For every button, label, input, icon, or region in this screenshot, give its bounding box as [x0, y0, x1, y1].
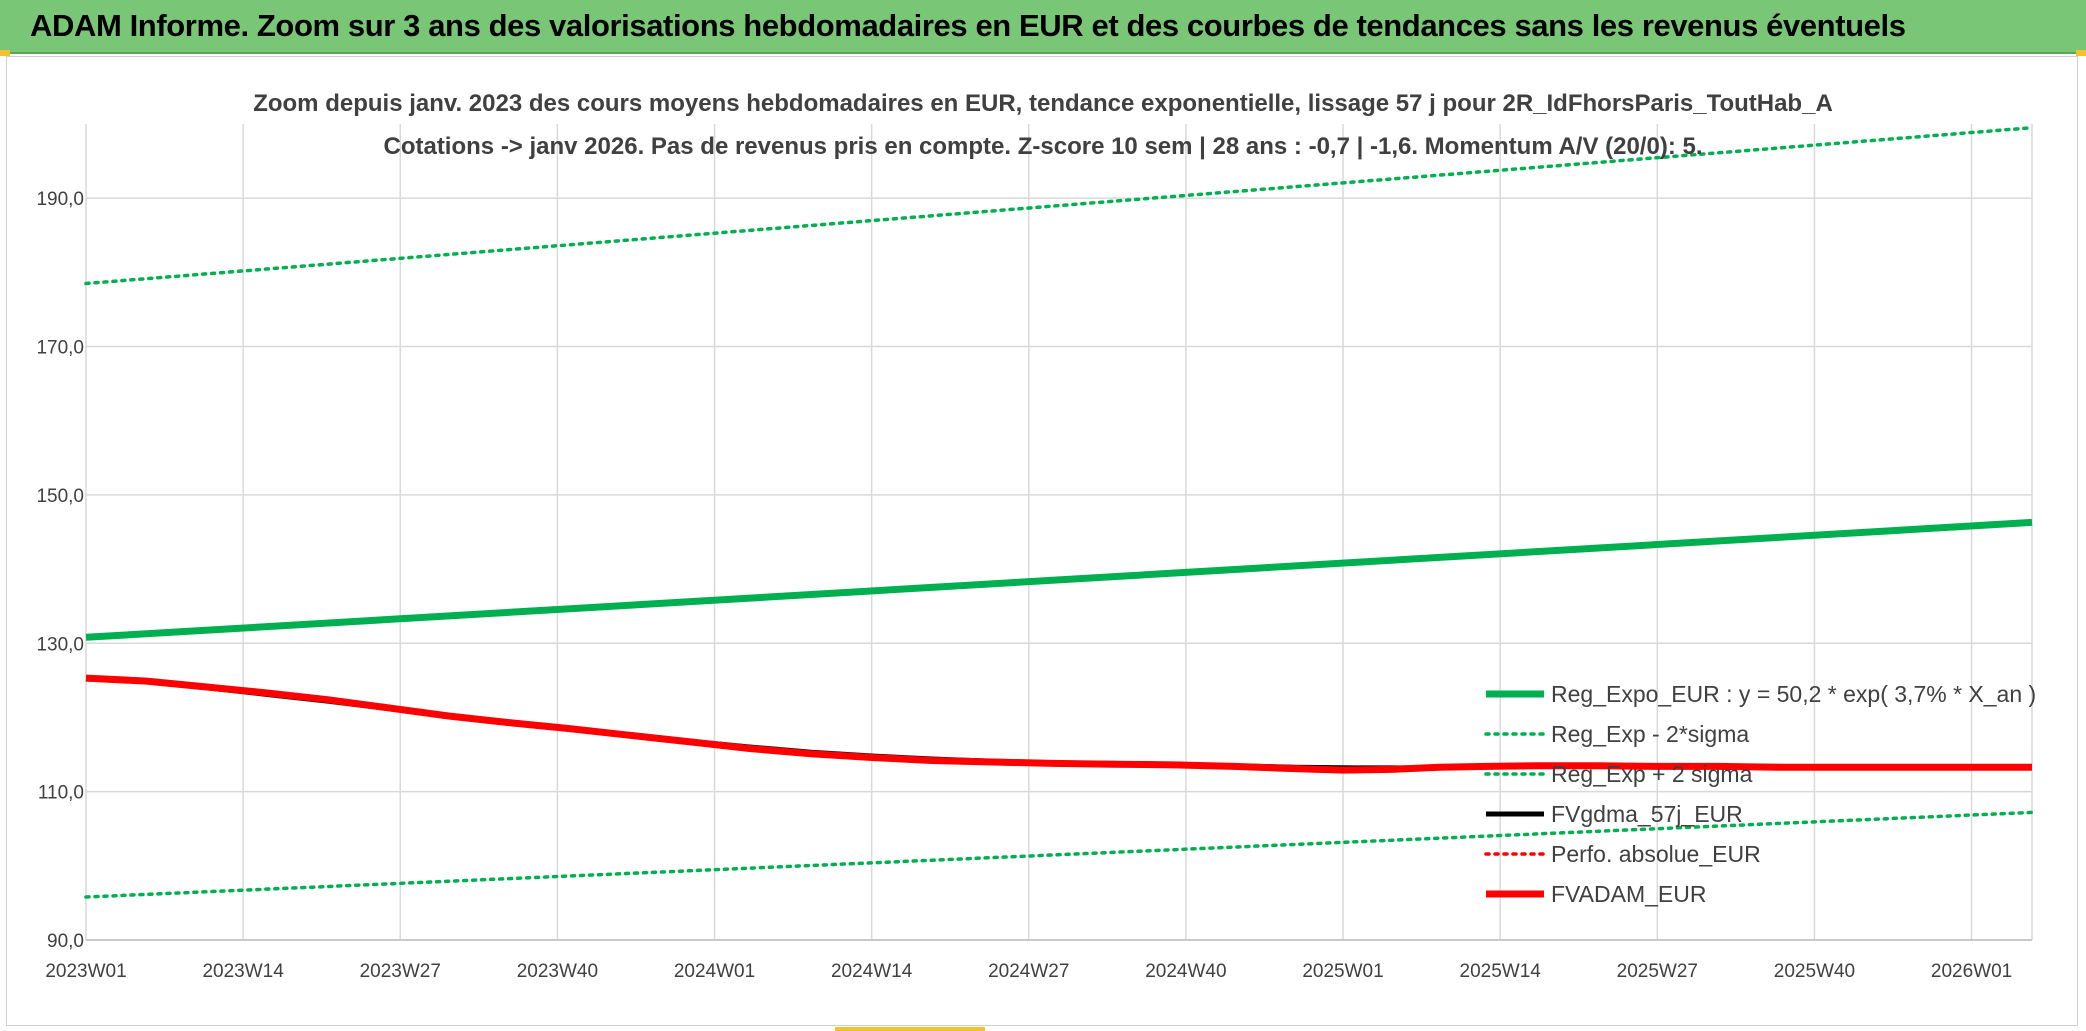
y-tick-label: 90,0	[47, 931, 84, 952]
y-tick-label: 150,0	[36, 486, 84, 507]
x-tick-label: 2025W27	[1617, 961, 1698, 982]
series-line-0	[85, 518, 2033, 641]
axis-layer: 2023W01 2023W14 2023W27 2023W40 2024W01 2024W…	[36, 189, 2032, 982]
series-line-5	[85, 674, 2032, 774]
x-tick-label: 2023W14	[202, 961, 284, 982]
header-bar: ADAM Informe. Zoom sur 3 ans des valoris…	[0, 0, 2086, 54]
x-tick-label: 2024W40	[1145, 961, 1226, 982]
chart-frame	[6, 56, 2078, 1026]
legend-label: FVADAM_EUR	[1551, 881, 1707, 907]
legend-label: Reg_Exp - 2*sigma	[1551, 721, 1749, 747]
legend-label: FVgdma_57j_EUR	[1551, 801, 1743, 827]
x-tick-label: 2024W01	[674, 961, 755, 982]
header-corner-mark-left	[0, 50, 10, 56]
x-tick-label: 2023W40	[517, 961, 598, 982]
x-tick-label: 2024W27	[988, 961, 1069, 982]
y-tick-label: 170,0	[36, 338, 84, 359]
chart-subtitle: Cotations -> janv 2026. Pas de revenus p…	[383, 133, 1702, 160]
y-tick-label: 190,0	[36, 189, 84, 210]
x-tick-label: 2026W01	[1931, 961, 2012, 982]
header-corner-mark-right	[2076, 50, 2086, 56]
x-tick-label: 2025W01	[1302, 961, 1383, 982]
y-tick-label: 110,0	[38, 783, 84, 804]
legend-label: Reg_Exp + 2 sigma	[1551, 761, 1753, 787]
series-line-1	[84, 810, 2034, 899]
x-tick-label: 2024W14	[831, 961, 913, 982]
x-tick-label: 2025W14	[1460, 961, 1542, 982]
page-title: ADAM Informe. Zoom sur 3 ans des valoris…	[30, 8, 1906, 43]
series-line-2	[84, 125, 2034, 286]
legend-label: Perfo. absolue_EUR	[1551, 841, 1761, 867]
x-tick-label: 2023W01	[45, 961, 126, 982]
series-layer	[84, 125, 2034, 899]
x-tick-label: 2023W27	[360, 961, 441, 982]
legend-label: Reg_Expo_EUR : y = 50,2 * exp( 3,7% * X_…	[1551, 681, 2036, 707]
y-tick-label: 130,0	[36, 634, 84, 655]
x-tick-label: 2025W40	[1774, 961, 1855, 982]
chart-title: Zoom depuis janv. 2023 des cours moyens …	[253, 90, 1833, 117]
legend: Reg_Expo_EUR : y = 50,2 * exp( 3,7% * X_…	[1484, 681, 2036, 907]
bottom-edge-mark	[835, 1027, 985, 1031]
